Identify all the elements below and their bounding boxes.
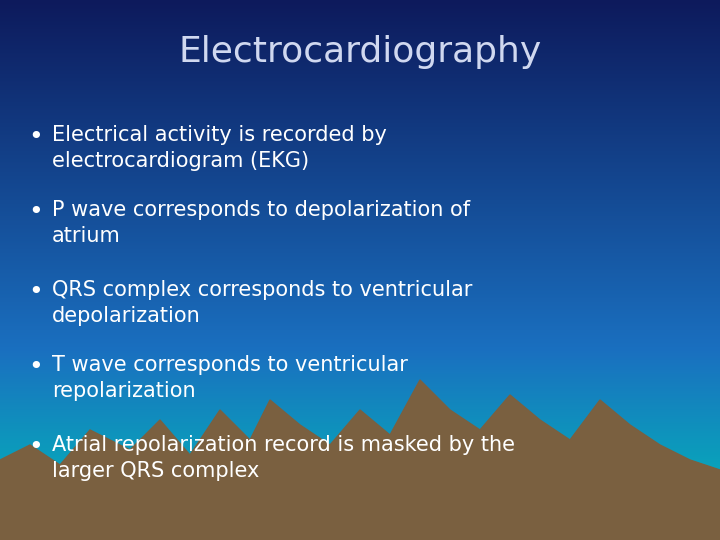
Text: •: • bbox=[28, 280, 42, 304]
Text: •: • bbox=[28, 355, 42, 379]
Text: Electrical activity is recorded by
electrocardiogram (EKG): Electrical activity is recorded by elect… bbox=[52, 125, 387, 171]
Text: T wave corresponds to ventricular
repolarization: T wave corresponds to ventricular repola… bbox=[52, 355, 408, 401]
Text: Electrocardiography: Electrocardiography bbox=[179, 35, 541, 69]
Polygon shape bbox=[0, 380, 720, 540]
Text: •: • bbox=[28, 200, 42, 224]
Text: P wave corresponds to depolarization of
atrium: P wave corresponds to depolarization of … bbox=[52, 200, 470, 246]
Text: Atrial repolarization record is masked by the
larger QRS complex: Atrial repolarization record is masked b… bbox=[52, 435, 515, 481]
Text: •: • bbox=[28, 125, 42, 149]
Polygon shape bbox=[500, 500, 720, 540]
Polygon shape bbox=[0, 388, 720, 540]
Text: •: • bbox=[28, 435, 42, 459]
Text: QRS complex corresponds to ventricular
depolarization: QRS complex corresponds to ventricular d… bbox=[52, 280, 472, 326]
